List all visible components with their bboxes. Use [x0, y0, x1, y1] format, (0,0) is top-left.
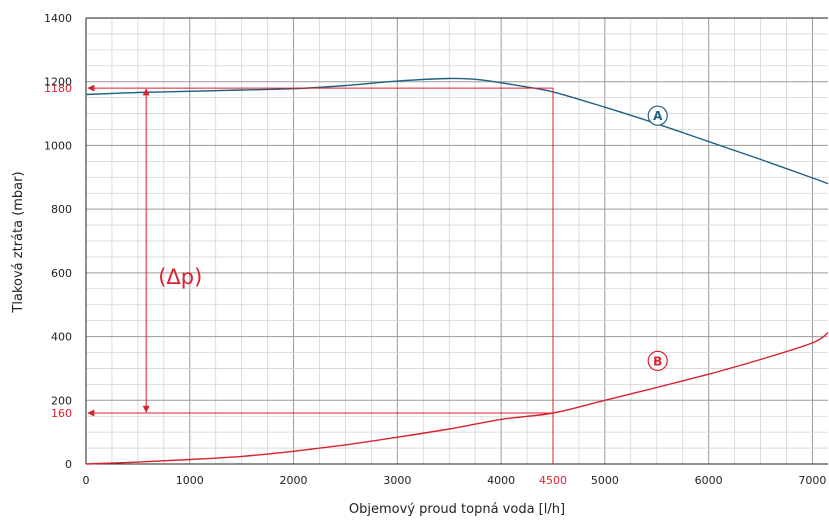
x-tick-label: 5000 [591, 474, 619, 487]
x-tick-label: 3000 [383, 474, 411, 487]
series-label-a: A [653, 109, 663, 123]
y-tick-label: 1000 [44, 139, 72, 152]
y-tick-label: 1400 [44, 12, 72, 25]
upper-value-label: 1180 [44, 82, 72, 95]
x-tick-label: 1000 [176, 474, 204, 487]
y-axis-title: Tlaková ztráta (mbar) [11, 171, 26, 313]
x-tick-label: 7000 [798, 474, 826, 487]
y-tick-label: 800 [51, 203, 72, 216]
series-label-circle-a [647, 105, 668, 126]
point-x-label: 4500 [539, 474, 567, 487]
y-tick-label: 200 [51, 394, 72, 407]
series-label-circle-b [647, 350, 668, 371]
tick-labels: 0 1000 2000 3000 4000 5000 6000 7000 0 200 400 600 8… [44, 12, 826, 487]
x-tick-label: 2000 [280, 474, 308, 487]
series-layer: AB [85, 77, 829, 465]
series-line-b [85, 332, 829, 465]
x-tick-label: 4000 [487, 474, 515, 487]
series-label-b: B [653, 354, 662, 368]
x-tick-label: 6000 [695, 474, 723, 487]
y-tick-label: 600 [51, 267, 72, 280]
annotation-layer: 1180 160 4500 (Δp) [44, 82, 567, 487]
lower-value-label: 160 [51, 407, 72, 420]
series-line-a [85, 77, 829, 185]
x-axis-title: Objemový proud topná voda [l/h] [349, 502, 565, 517]
plot-frame [85, 17, 828, 465]
y-tick-label: 1200 [44, 76, 72, 89]
grid [86, 18, 828, 464]
y-tick-label: 400 [51, 331, 72, 344]
delta-p-label: (Δp) [158, 265, 202, 289]
x-tick-label: 0 [83, 474, 90, 487]
y-tick-label: 0 [65, 458, 72, 471]
